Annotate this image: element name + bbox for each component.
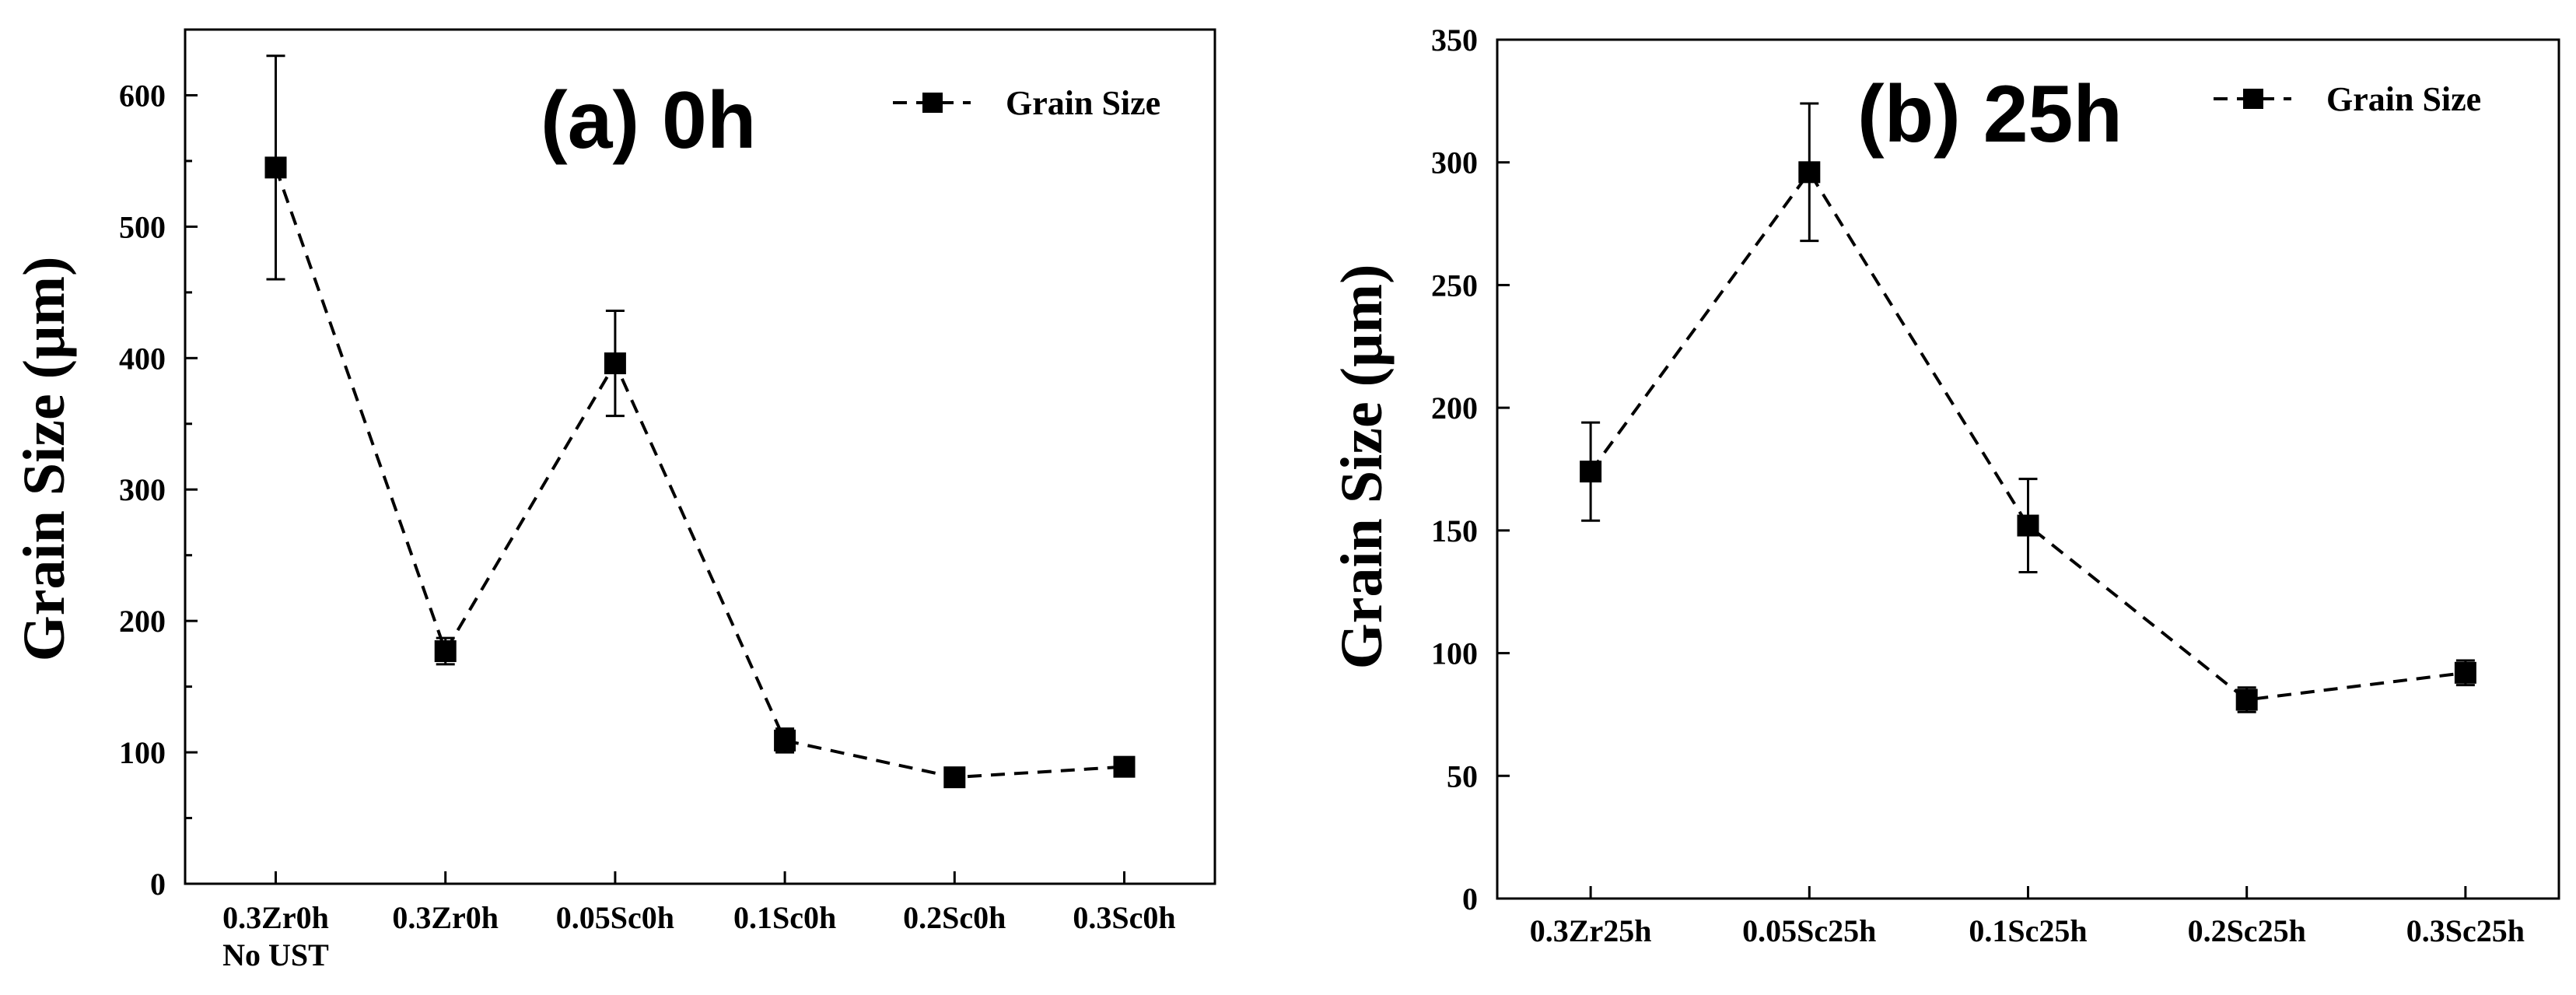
x-tick-label: 0.2Sc0h <box>903 900 1006 935</box>
data-point <box>1798 161 1821 184</box>
series-line <box>1589 169 2466 702</box>
y-axis-label: Grain Size (µm) <box>12 257 77 662</box>
x-tick-label: 0.3Zr25h <box>1530 913 1652 948</box>
legend-label: Grain Size <box>2326 80 2481 118</box>
y-tick-label: 600 <box>119 78 166 113</box>
y-tick-label: 150 <box>1431 513 1478 548</box>
data-point <box>264 156 287 179</box>
y-tick-label: 100 <box>119 735 166 770</box>
legend-marker <box>922 93 943 113</box>
x-tick-label: 0.3Sc25h <box>2406 913 2525 948</box>
y-tick-label: 50 <box>1447 759 1478 794</box>
y-tick-label: 400 <box>119 341 166 376</box>
y-tick-label: 350 <box>1431 23 1478 58</box>
x-tick-label: 0.05Sc0h <box>556 900 674 935</box>
y-tick-label: 300 <box>1431 145 1478 180</box>
panel-title: (a) 0h <box>541 75 756 166</box>
data-point <box>604 352 626 375</box>
data-point <box>1113 755 1136 778</box>
data-point <box>434 640 457 663</box>
data-point <box>2017 514 2039 537</box>
plot-frame <box>1496 38 2560 900</box>
data-point <box>2235 688 2258 711</box>
x-tick-label: 0.2Sc25h <box>2188 913 2306 948</box>
y-tick-label: 250 <box>1431 268 1478 303</box>
chart-panel-b: 0 50 100 150 200 250 300 350 0.3Zr25h 0.05Sc25h 0.… <box>1329 23 2560 948</box>
x-tick-label: 0.3Sc0h <box>1073 900 1175 935</box>
x-tick-label: 0.3Zr0h No UST <box>222 900 329 972</box>
y-tick-label: 0 <box>150 867 166 902</box>
legend-marker <box>2243 89 2263 109</box>
y-axis-label: Grain Size (µm) <box>1329 265 1395 670</box>
data-point <box>943 766 966 789</box>
y-tick-label: 200 <box>119 604 166 639</box>
y-tick-label: 0 <box>1462 881 1478 916</box>
y-tick-label: 300 <box>119 472 166 507</box>
x-tick-label: 0.05Sc25h <box>1742 913 1876 948</box>
x-tick-label: 0.1Sc0h <box>733 900 836 935</box>
plot-frame <box>184 28 1216 885</box>
y-tick-label: 100 <box>1431 636 1478 671</box>
y-tick-label: 200 <box>1431 391 1478 426</box>
chart-panel-a: 0 100 200 300 400 500 600 0.3Zr0h No UST 0.3Zr0h 0… <box>12 28 1216 972</box>
x-tick-label: 0.1Sc25h <box>1969 913 2087 948</box>
y-tick-label: 500 <box>119 209 166 244</box>
panel-title: (b) 25h <box>1857 69 2123 159</box>
series-line <box>274 166 1125 780</box>
x-tick-label: 0.3Zr0h <box>392 900 499 935</box>
data-point <box>774 729 796 752</box>
data-point <box>1580 461 1602 483</box>
legend-label: Grain Size <box>1006 84 1160 122</box>
data-point <box>2454 661 2476 684</box>
